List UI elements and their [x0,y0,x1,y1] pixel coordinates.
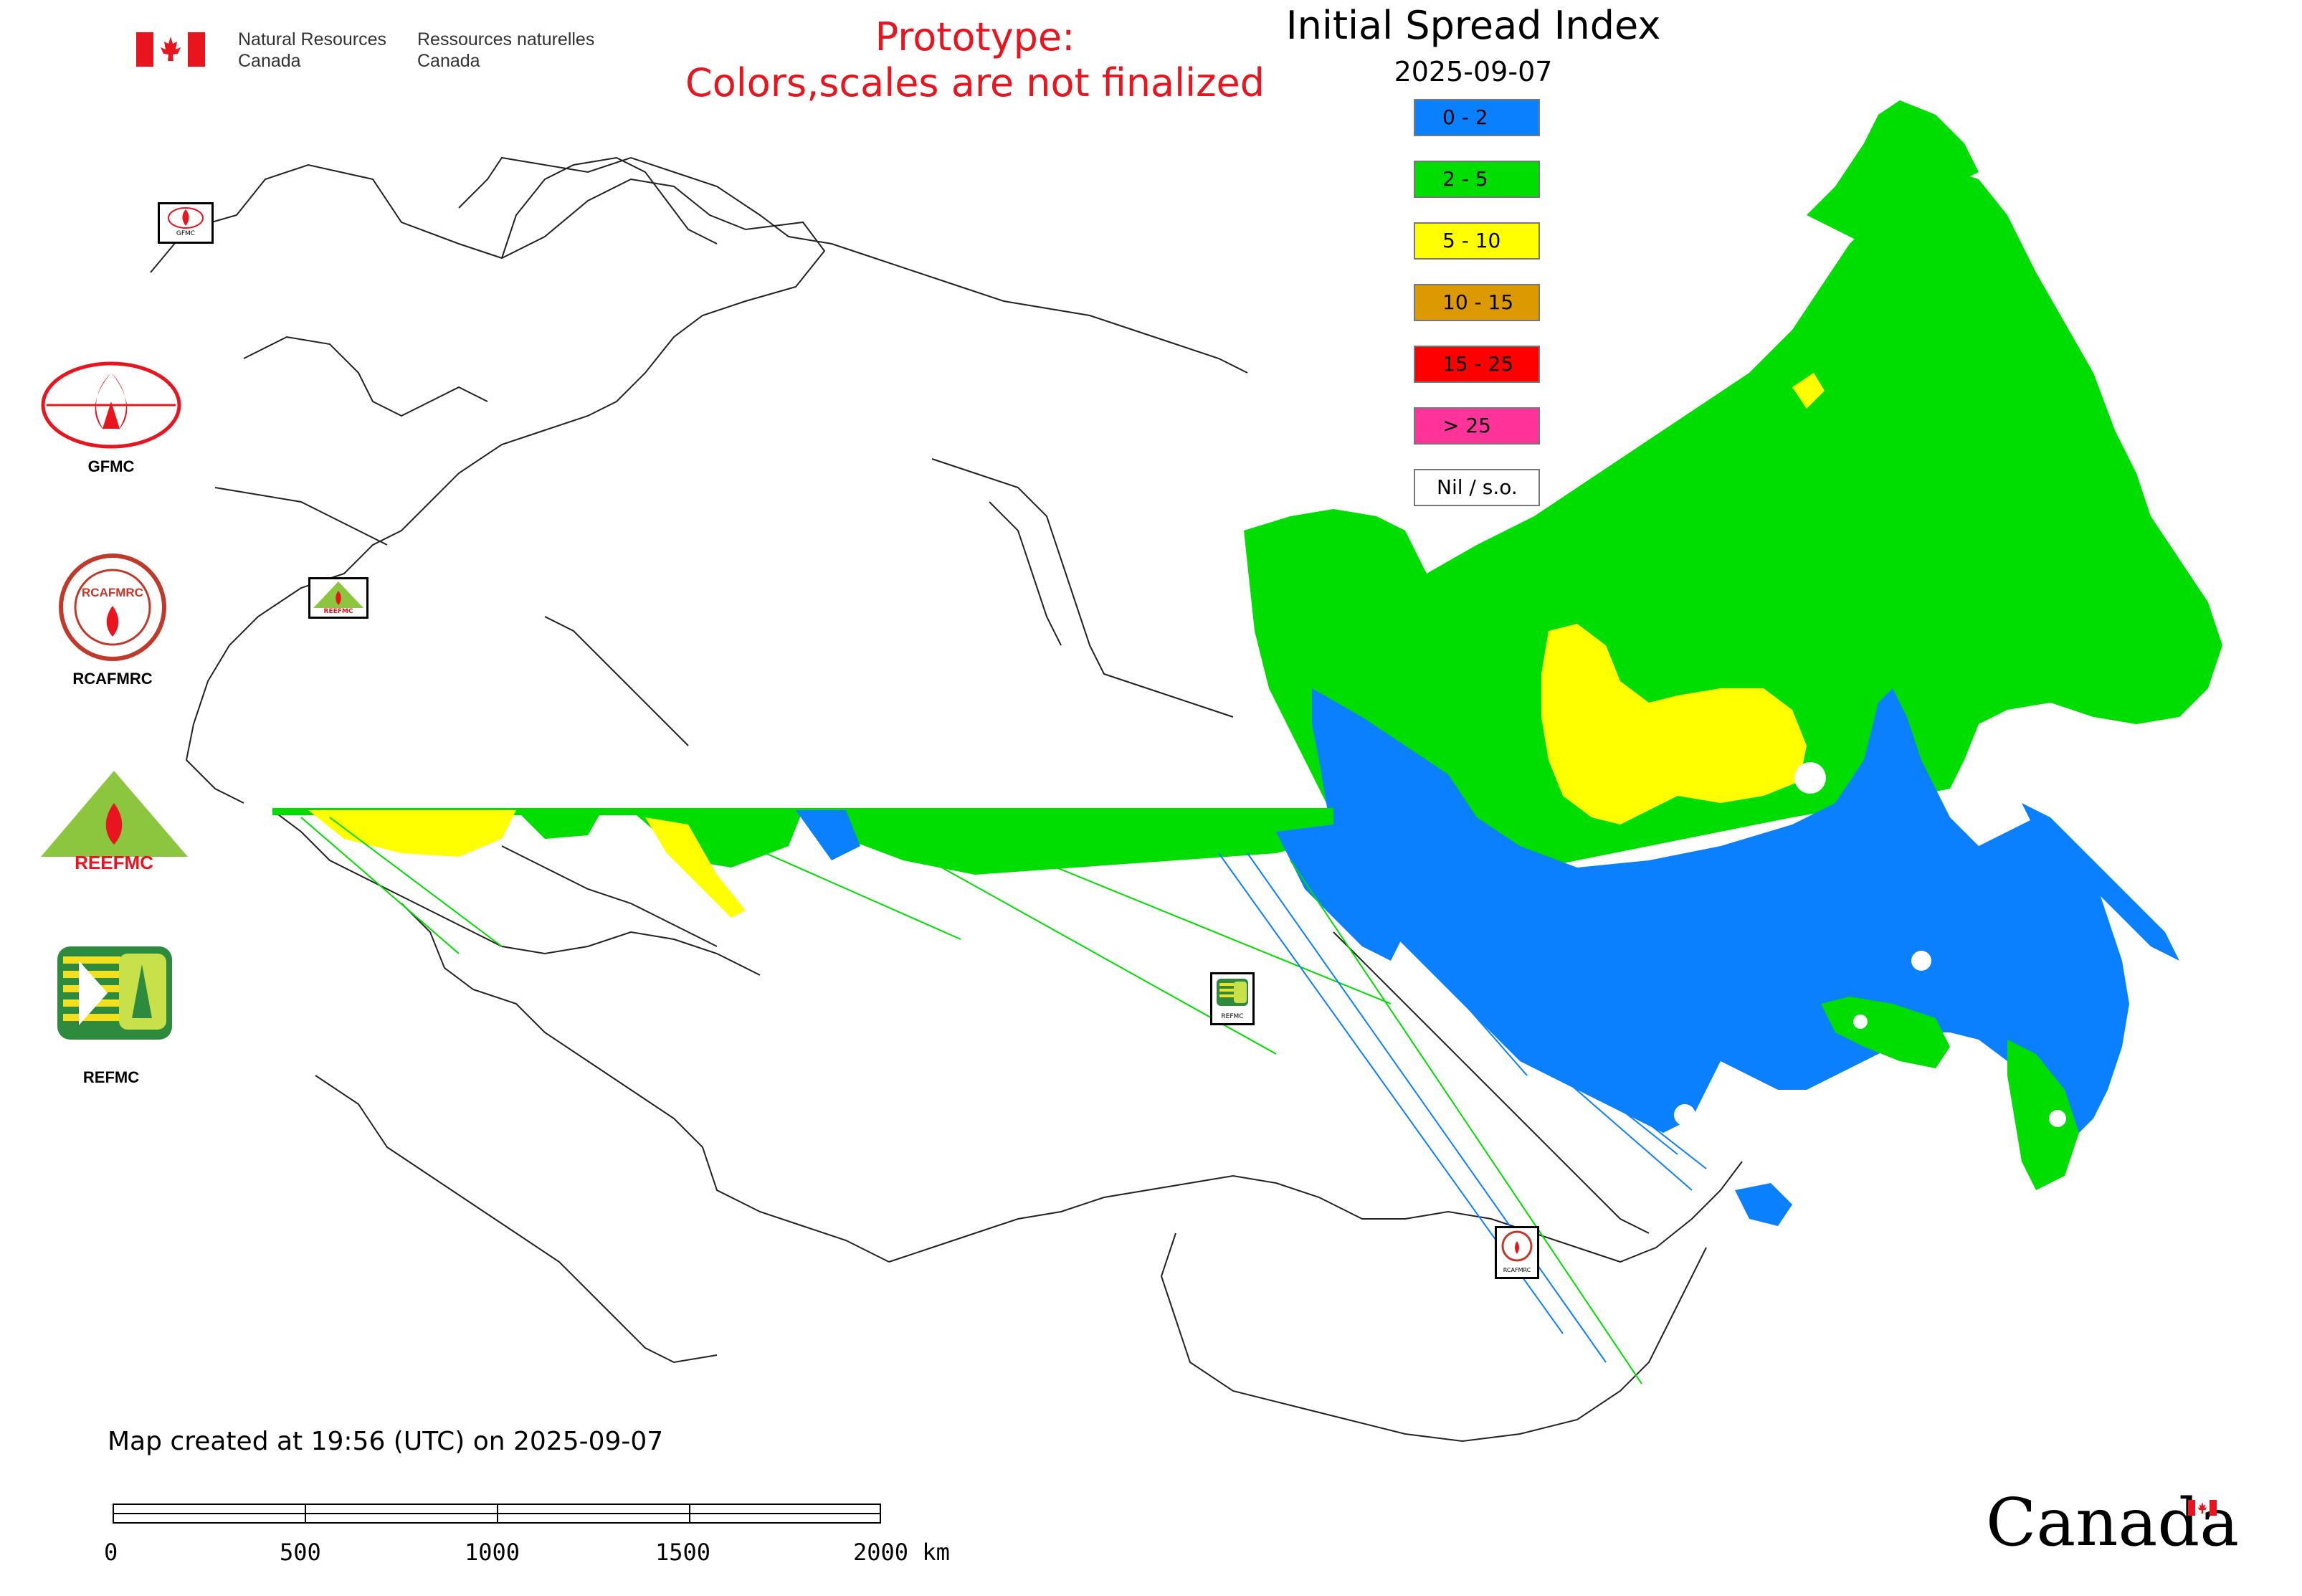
gfmc-label: GFMC [87,457,135,475]
refmc-label: REFMC [82,1068,140,1086]
reefmc-logo: REEFMC [37,767,191,875]
canada-wordmark-flag-icon [2188,1500,2217,1516]
scale-label-2000: 2000 km [853,1539,950,1566]
legend-item: 0 - 2 [1414,99,1540,136]
prototype-warning: Prototype: Colors,scales are not finaliz… [685,14,1265,105]
scale-label-1500: 1500 [655,1539,711,1566]
map-logo-gfmc: GFMC [158,202,214,244]
isi-zone-kamchatka [2015,402,2208,703]
scale-label-1000: 1000 [465,1539,520,1566]
refmc-logo [57,946,172,1040]
legend-item: > 25 [1414,407,1540,445]
rcafmrc-logo: RCAFMRC [57,552,168,663]
gfmc-logo [39,358,183,452]
map-created-text: Map created at 19:56 (UTC) on 2025-09-07 [108,1427,664,1456]
map-logo-reefmc-label: REEFMC [323,608,353,615]
map-logo-reefmc: REEFMC [308,577,368,619]
map-logo-refmc-label: REFMC [1221,1013,1244,1020]
isi-coverage [272,100,2222,1384]
isi-zone-green [1244,165,2222,875]
legend-item: 15 - 25 [1414,346,1540,383]
legend-item: Nil / s.o. [1414,469,1540,506]
scale-bar [113,1504,881,1524]
map-logo-gfmc-label: GFMC [176,230,196,237]
legend-date: 2025-09-07 [1394,56,1553,87]
map-logo-rcafmrc-label: RCAFMRC [1503,1267,1531,1273]
canada-wordmark: Canada [1986,1484,2240,1561]
map-logo-rcafmrc: RCAFMRC [1495,1226,1539,1279]
isi-zone-green-ne [1807,100,1979,244]
scale-label-0: 0 [104,1539,118,1566]
legend-item: 5 - 10 [1414,222,1540,260]
org-name-fr: Ressources naturelles Canada [417,29,595,71]
legend-item: 10 - 15 [1414,284,1540,321]
legend-item: 2 - 5 [1414,161,1540,198]
rcafmrc-label: RCAFMRC [72,670,153,688]
isi-swath-yellow [308,810,516,857]
isi-zone-yellow [1541,624,1807,825]
rcafmrc-logo-text: RCAFMRC [82,586,143,599]
map-logo-refmc: REFMC [1210,972,1255,1025]
isi-streaks [300,817,1707,1384]
scale-label-500: 500 [280,1539,321,1566]
reefmc-logo-text: REEFMC [75,852,153,873]
legend-title: Initial Spread Index [1285,3,1661,48]
nrcan-flag-icon [136,32,205,67]
org-name-en: Natural Resources Canada [238,29,387,71]
